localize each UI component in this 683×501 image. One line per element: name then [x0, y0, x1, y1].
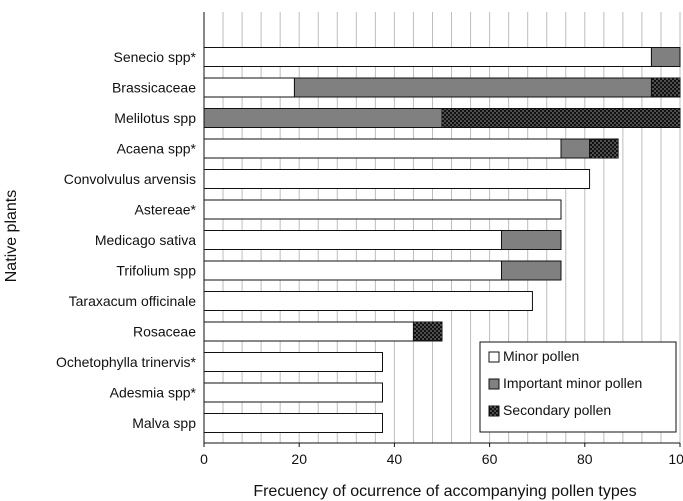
legend-swatch [488, 378, 500, 390]
bar-segment [203, 47, 652, 67]
legend: Minor pollen Important minor pollen Second… [479, 341, 677, 433]
bar-segment [203, 169, 591, 189]
bar-segment [650, 47, 681, 67]
category-label: Taraxacum officinale [69, 293, 197, 309]
bar-segment [203, 291, 533, 311]
category-label: Melilotus spp [114, 110, 196, 126]
category-label: Adesmia spp* [110, 385, 197, 401]
category-label: Trifolium spp [116, 263, 196, 279]
bar-segment [203, 260, 502, 281]
bar-segment [203, 413, 383, 433]
category-label: Brassicaceae [112, 80, 196, 96]
bar-segment [560, 138, 591, 159]
category-label: Malva spp [132, 415, 196, 431]
bar-segment [203, 321, 414, 342]
legend-label: Minor pollen [503, 348, 579, 364]
bars [203, 47, 681, 433]
labels: 0 20 40 60 80 100 Senecio spp* Brassicaceae Meli… [56, 49, 683, 467]
bar-segment [441, 108, 681, 128]
bar-segment [293, 77, 652, 98]
bar-segment [203, 230, 502, 250]
x-tick-label: 60 [482, 451, 498, 467]
bar-segment [589, 138, 619, 159]
bar-segment [203, 352, 383, 372]
bar-segment [203, 108, 443, 128]
bar-segment [650, 77, 681, 98]
category-label: Astereae* [135, 202, 197, 218]
y-axis-title: Native plants [3, 190, 20, 283]
bar-segment [203, 138, 562, 159]
bar-segment [203, 382, 383, 403]
x-tick-label: 20 [291, 451, 307, 467]
x-tick-label: 40 [387, 451, 403, 467]
category-label: Senecio spp* [113, 49, 196, 65]
legend-swatch [488, 405, 500, 417]
axes [203, 12, 681, 447]
bar-segment [501, 230, 562, 250]
bar-segment [203, 77, 295, 98]
x-axis-title: Frecuency of ocurrence of accompanying p… [253, 483, 636, 500]
x-tick-label: 0 [200, 451, 208, 467]
bar-segment [203, 199, 562, 220]
category-label: Ochetophylla trinervis* [56, 354, 197, 370]
legend-label: Secondary pollen [503, 402, 611, 418]
category-label: Medicago sativa [95, 232, 196, 248]
legend-swatch [488, 351, 500, 363]
category-label: Convolvulus arvensis [64, 171, 196, 187]
bar-segment [412, 321, 443, 342]
category-label: Acaena spp* [117, 141, 197, 157]
bar-segment [501, 260, 562, 281]
x-tick-label: 80 [577, 451, 593, 467]
category-label: Rosaceae [133, 324, 196, 340]
x-tick-label: 100 [668, 451, 683, 467]
legend-box [479, 341, 677, 433]
legend-label: Important minor pollen [503, 375, 642, 391]
